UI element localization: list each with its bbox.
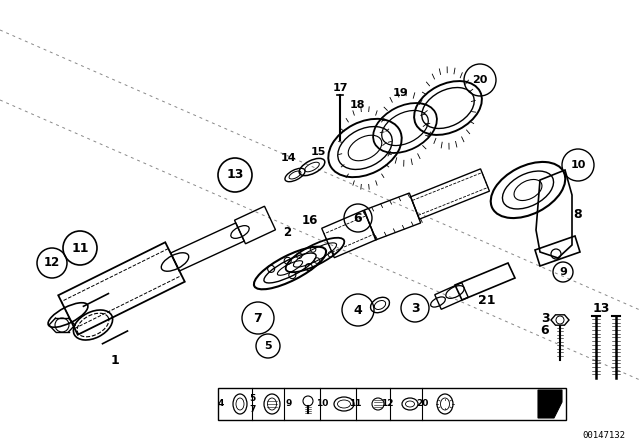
Text: 6: 6 <box>354 211 362 224</box>
Text: 9: 9 <box>559 267 567 277</box>
Text: 11: 11 <box>349 400 362 409</box>
Text: 15: 15 <box>310 147 326 157</box>
Text: 2: 2 <box>283 227 291 240</box>
Text: 14: 14 <box>280 153 296 163</box>
Text: 8: 8 <box>573 208 582 221</box>
Text: 12: 12 <box>381 400 394 409</box>
Text: 20: 20 <box>472 75 488 85</box>
Text: 10: 10 <box>570 160 586 170</box>
Bar <box>218 388 566 420</box>
Text: 5: 5 <box>264 341 272 351</box>
Text: 1: 1 <box>111 353 120 366</box>
Text: 21: 21 <box>478 293 496 306</box>
Text: 4: 4 <box>218 400 224 409</box>
Text: 4: 4 <box>354 303 362 316</box>
Text: 00147132: 00147132 <box>582 431 625 440</box>
Text: 10: 10 <box>316 400 328 409</box>
Text: 20: 20 <box>417 400 429 409</box>
Text: 16: 16 <box>302 214 318 227</box>
Text: 5
7: 5 7 <box>250 394 256 414</box>
Text: 3: 3 <box>541 311 549 324</box>
Text: 9: 9 <box>285 400 292 409</box>
Text: 11: 11 <box>71 241 89 254</box>
Text: 13: 13 <box>592 302 610 314</box>
Text: 12: 12 <box>44 257 60 270</box>
Text: 17: 17 <box>332 83 348 93</box>
Text: 3: 3 <box>411 302 419 314</box>
Polygon shape <box>538 390 562 418</box>
Text: 6: 6 <box>541 323 549 336</box>
Text: 13: 13 <box>227 168 244 181</box>
Text: 19: 19 <box>392 88 408 98</box>
Text: 18: 18 <box>349 100 365 110</box>
Text: 7: 7 <box>253 311 262 324</box>
